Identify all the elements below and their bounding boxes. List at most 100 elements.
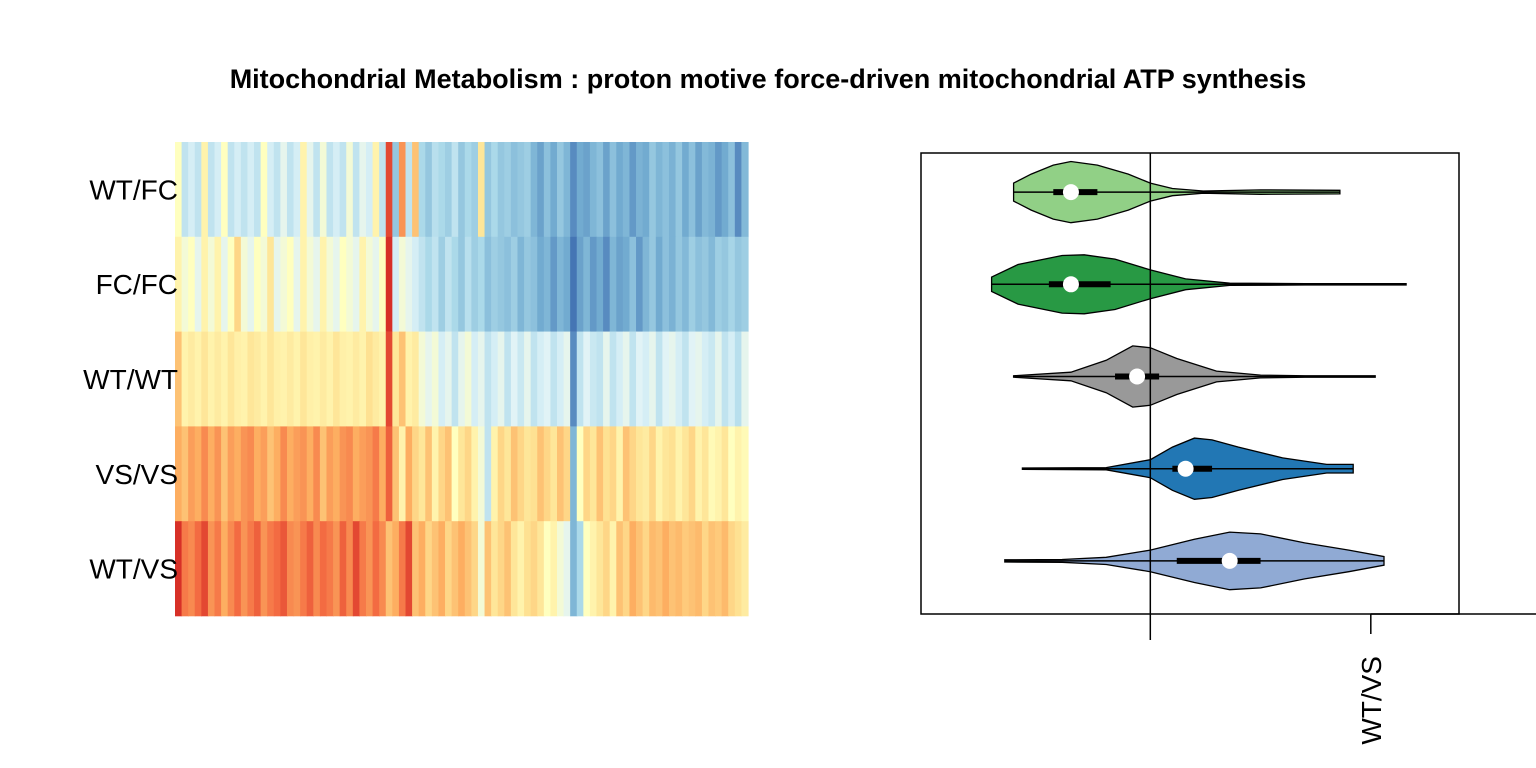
heatmap-cell bbox=[675, 331, 683, 427]
heatmap-cell bbox=[576, 521, 584, 617]
heatmap-cell bbox=[497, 142, 505, 238]
heatmap-cell bbox=[339, 426, 347, 522]
heatmap-cell bbox=[267, 521, 275, 617]
heatmap-cell bbox=[181, 236, 189, 332]
heatmap-cell bbox=[372, 426, 380, 522]
heatmap-row-label: WT/FC bbox=[89, 174, 178, 205]
heatmap-cell bbox=[438, 426, 446, 522]
heatmap-cell bbox=[293, 142, 301, 238]
heatmap-cell bbox=[425, 142, 433, 238]
heatmap-cell bbox=[583, 142, 591, 238]
heatmap-cell bbox=[530, 331, 538, 427]
heatmap-cell bbox=[629, 426, 637, 522]
heatmap-cell bbox=[695, 521, 703, 617]
heatmap-cell bbox=[313, 142, 321, 238]
heatmap-cell bbox=[293, 331, 301, 427]
heatmap-cell bbox=[583, 521, 591, 617]
heatmap-cell bbox=[477, 331, 486, 427]
heatmap-cell bbox=[366, 236, 374, 332]
heatmap-cell bbox=[609, 236, 617, 332]
heatmap-cell bbox=[563, 331, 571, 427]
heatmap-cell bbox=[418, 521, 426, 617]
heatmap-cell bbox=[254, 426, 262, 522]
heatmap-cell bbox=[300, 142, 308, 238]
heatmap-cell bbox=[616, 236, 624, 332]
axis-tick-label: WT/VS bbox=[1356, 656, 1387, 745]
heatmap-cell bbox=[333, 236, 341, 332]
heatmap-cell bbox=[649, 521, 657, 617]
heatmap-cell bbox=[247, 426, 255, 522]
heatmap-cell bbox=[392, 521, 400, 617]
heatmap-cell bbox=[557, 426, 565, 522]
heatmap-cell bbox=[576, 331, 584, 427]
heatmap-cell bbox=[701, 331, 710, 427]
heatmap-cell bbox=[622, 142, 631, 238]
heatmap-cell bbox=[557, 142, 565, 238]
heatmap-cell bbox=[333, 521, 341, 617]
heatmap-cell bbox=[405, 142, 413, 238]
heatmap-cell bbox=[530, 142, 538, 238]
heatmap-cell bbox=[721, 142, 729, 238]
heatmap-cell bbox=[491, 426, 499, 522]
heatmap-cell bbox=[240, 426, 249, 522]
heatmap-cell bbox=[655, 331, 663, 427]
heatmap-cell bbox=[175, 426, 183, 522]
heatmap-cell bbox=[603, 521, 611, 617]
heatmap-cell bbox=[319, 426, 328, 522]
heatmap-cell bbox=[662, 236, 670, 332]
heatmap-cell bbox=[181, 521, 189, 617]
heatmap-cell bbox=[510, 521, 519, 617]
heatmap-cell bbox=[227, 142, 235, 238]
heatmap-cell bbox=[234, 236, 242, 332]
heatmap-cell bbox=[451, 521, 459, 617]
heatmap-cell bbox=[267, 142, 275, 238]
heatmap-cell bbox=[524, 331, 532, 427]
heatmap-cell bbox=[596, 521, 604, 617]
heatmap-cell bbox=[537, 236, 545, 332]
heatmap-cell bbox=[721, 521, 729, 617]
heatmap-cell bbox=[524, 426, 532, 522]
heatmap-cell bbox=[504, 236, 512, 332]
heatmap-cell bbox=[616, 142, 624, 238]
heatmap-cell bbox=[596, 426, 604, 522]
heatmap-cell bbox=[346, 426, 354, 522]
heatmap-cell bbox=[339, 142, 347, 238]
heatmap-cell bbox=[267, 331, 275, 427]
heatmap-cell bbox=[570, 426, 578, 522]
heatmap-cell bbox=[688, 236, 696, 332]
heatmap-cell bbox=[352, 521, 361, 617]
heatmap-cell bbox=[517, 521, 525, 617]
heatmap-cell bbox=[175, 331, 183, 427]
heatmap-cell bbox=[622, 426, 631, 522]
heatmap-cell bbox=[234, 142, 242, 238]
heatmap-cell bbox=[688, 142, 696, 238]
heatmap-cell bbox=[589, 236, 598, 332]
heatmap-cell bbox=[458, 331, 466, 427]
heatmap-cell bbox=[326, 331, 334, 427]
heatmap-cell bbox=[412, 236, 420, 332]
heatmap-cell bbox=[425, 331, 433, 427]
heatmap-cell bbox=[247, 236, 255, 332]
heatmap-row-label: WT/WT bbox=[83, 364, 178, 395]
heatmap-cell bbox=[385, 521, 393, 617]
heatmap-cell bbox=[207, 521, 216, 617]
heatmap-cell bbox=[741, 236, 749, 332]
heatmap-cell bbox=[701, 521, 710, 617]
heatmap-cell bbox=[510, 426, 519, 522]
heatmap-cell bbox=[339, 521, 347, 617]
heatmap-cell bbox=[510, 236, 519, 332]
heatmap-cell bbox=[543, 142, 552, 238]
heatmap-cell bbox=[715, 521, 723, 617]
heatmap-cell bbox=[286, 521, 295, 617]
heatmap-cell bbox=[227, 521, 235, 617]
heatmap-cell bbox=[596, 142, 604, 238]
heatmap-cell bbox=[471, 331, 479, 427]
heatmap-cell bbox=[273, 426, 281, 522]
heatmap-cell bbox=[563, 142, 571, 238]
heatmap-row-label: FC/FC bbox=[96, 269, 178, 300]
heatmap-cell bbox=[537, 521, 545, 617]
heatmap-cell bbox=[458, 236, 466, 332]
heatmap-cell bbox=[537, 331, 545, 427]
heatmap-cell bbox=[543, 236, 552, 332]
